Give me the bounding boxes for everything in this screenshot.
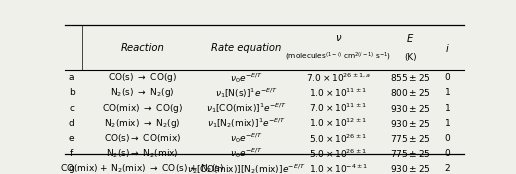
Text: $\nu_0 e^{-E/T}$: $\nu_0 e^{-E/T}$: [230, 71, 263, 85]
Text: 1: 1: [445, 119, 450, 128]
Text: Rate equation: Rate equation: [211, 43, 282, 53]
Text: $5.0 \times 10^{26\pm1}$: $5.0 \times 10^{26\pm1}$: [310, 147, 367, 160]
Text: N$_2$(mix) $\rightarrow$ N$_2$(g): N$_2$(mix) $\rightarrow$ N$_2$(g): [104, 117, 181, 130]
Text: $775 \pm 25$: $775 \pm 25$: [390, 148, 431, 159]
Text: CO(mix) $\rightarrow$ CO(g): CO(mix) $\rightarrow$ CO(g): [102, 102, 183, 115]
Text: CO(s)$\rightarrow$ CO(mix): CO(s)$\rightarrow$ CO(mix): [104, 132, 181, 144]
Text: f: f: [70, 149, 73, 158]
Text: 2: 2: [445, 164, 450, 173]
Text: c: c: [69, 104, 74, 113]
Text: (molecules$^{(1-i)}$ cm$^{2(i-1)}$ s$^{-1}$): (molecules$^{(1-i)}$ cm$^{2(i-1)}$ s$^{-…: [285, 51, 392, 63]
Text: Reaction: Reaction: [121, 43, 165, 53]
Text: $\nu_0 e^{-E/T}$: $\nu_0 e^{-E/T}$: [230, 147, 263, 160]
Text: $1.0 \times 10^{-4\pm1}$: $1.0 \times 10^{-4\pm1}$: [309, 163, 368, 174]
Text: $i$: $i$: [445, 42, 450, 54]
Text: $\nu_1$[N(s)]$^1e^{-E/T}$: $\nu_1$[N(s)]$^1e^{-E/T}$: [215, 86, 278, 100]
Text: d: d: [69, 119, 75, 128]
Text: 0: 0: [445, 134, 450, 143]
Text: 1: 1: [445, 104, 450, 113]
Text: $1.0 \times 10^{11\pm1}$: $1.0 \times 10^{11\pm1}$: [310, 87, 367, 99]
Text: $\nu_1$[CO(mix)]$^1e^{-E/T}$: $\nu_1$[CO(mix)]$^1e^{-E/T}$: [206, 101, 287, 115]
Text: (K): (K): [404, 53, 417, 62]
Text: $E$: $E$: [406, 32, 414, 44]
Text: $855 \pm 25$: $855 \pm 25$: [390, 72, 431, 83]
Text: g: g: [69, 164, 75, 173]
Text: $7.0 \times 10^{11\pm1}$: $7.0 \times 10^{11\pm1}$: [310, 102, 367, 114]
Text: $930 \pm 25$: $930 \pm 25$: [390, 118, 431, 129]
Text: $1.0 \times 10^{12\pm1}$: $1.0 \times 10^{12\pm1}$: [310, 117, 367, 129]
Text: $800 \pm 25$: $800 \pm 25$: [390, 88, 431, 98]
Text: $7.0 \times 10^{26\pm1,a}$: $7.0 \times 10^{26\pm1,a}$: [306, 72, 371, 84]
Text: $5.0 \times 10^{26\pm1}$: $5.0 \times 10^{26\pm1}$: [310, 132, 367, 145]
Text: 1: 1: [445, 88, 450, 97]
Text: N$_2$(s)$\rightarrow$ N$_2$(mix): N$_2$(s)$\rightarrow$ N$_2$(mix): [106, 147, 179, 160]
Text: b: b: [69, 88, 75, 97]
Text: 0: 0: [445, 149, 450, 158]
Text: $775 \pm 25$: $775 \pm 25$: [390, 133, 431, 144]
Text: 0: 0: [445, 73, 450, 82]
Text: CO(mix) + N$_2$(mix) $\rightarrow$ CO(s) + N$_2$(s): CO(mix) + N$_2$(mix) $\rightarrow$ CO(s)…: [60, 162, 224, 174]
Text: $930 \pm 25$: $930 \pm 25$: [390, 163, 431, 174]
Text: $930 \pm 25$: $930 \pm 25$: [390, 103, 431, 114]
Text: $\nu$: $\nu$: [335, 33, 342, 43]
Text: a: a: [69, 73, 74, 82]
Text: e: e: [69, 134, 74, 143]
Text: N$_2$(s) $\rightarrow$ N$_2$(g): N$_2$(s) $\rightarrow$ N$_2$(g): [110, 86, 175, 100]
Text: $\nu_2$[CO(mix)][N$_2$(mix)]$e^{-E/T}$: $\nu_2$[CO(mix)][N$_2$(mix)]$e^{-E/T}$: [187, 162, 306, 174]
Text: $\nu_1$[N$_2$(mix)]$^1e^{-E/T}$: $\nu_1$[N$_2$(mix)]$^1e^{-E/T}$: [207, 116, 286, 130]
Text: $\nu_0 e^{-E/T}$: $\nu_0 e^{-E/T}$: [230, 131, 263, 145]
Text: CO(s) $\rightarrow$ CO(g): CO(s) $\rightarrow$ CO(g): [108, 71, 177, 84]
